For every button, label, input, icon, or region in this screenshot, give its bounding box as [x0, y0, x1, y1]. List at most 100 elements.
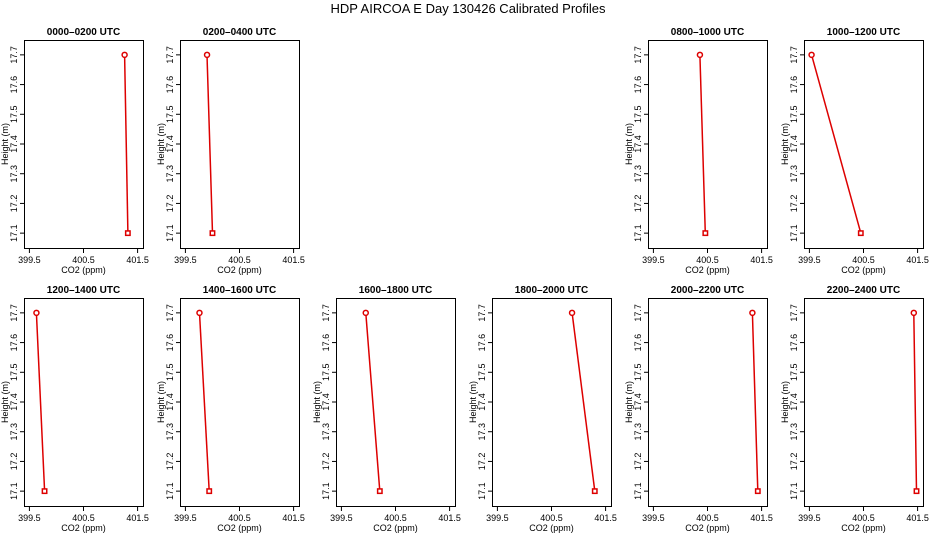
- x-tick-label: 400.5: [696, 255, 719, 265]
- panel-title: 2200–2400 UTC: [827, 285, 900, 296]
- x-tick-label: 399.5: [174, 513, 197, 523]
- x-tick-label: 399.5: [486, 513, 509, 523]
- plot-frame: [180, 298, 300, 507]
- data-point: [857, 230, 864, 237]
- y-tick-label: 17.3: [477, 423, 487, 441]
- x-tick-label: 400.5: [852, 513, 875, 523]
- panel-9: 2200–2400 UTC 399.5 400.5 401.5 17.1 17.2 17.3…: [780, 285, 929, 533]
- y-tick-label: 17.6: [321, 334, 331, 352]
- data-point: [33, 309, 40, 317]
- y-tick-label: 17.3: [633, 423, 643, 441]
- y-axis-label: Height (m): [156, 381, 166, 423]
- panel-6: 1600–1800 UTC 399.5 400.5 401.5 17.1 17.2 17.3…: [312, 285, 461, 533]
- y-tick-label: 17.5: [633, 106, 643, 124]
- y-tick-label: 17.4: [165, 135, 175, 153]
- plot-frame: [24, 298, 144, 507]
- panel-title: 1200–1400 UTC: [47, 285, 120, 296]
- y-tick-label: 17.6: [789, 76, 799, 94]
- x-axis-label: CO2 (ppm): [685, 265, 730, 275]
- x-tick-label: 400.5: [228, 513, 251, 523]
- y-tick-label: 17.1: [633, 482, 643, 500]
- y-tick-label: 17.4: [9, 393, 19, 411]
- panel-8: 2000–2200 UTC 399.5 400.5 401.5 17.1 17.2 17.3…: [624, 285, 773, 533]
- y-tick-label: 17.6: [633, 334, 643, 352]
- profile-line: [810, 54, 862, 234]
- panel-title: 1800–2000 UTC: [515, 285, 588, 296]
- y-tick-label: 17.7: [633, 304, 643, 322]
- y-tick-label: 17.1: [477, 482, 487, 500]
- y-tick-label: 17.2: [789, 195, 799, 213]
- y-tick-label: 17.2: [633, 195, 643, 213]
- x-tick-label: 401.5: [906, 255, 929, 265]
- x-tick-label: 400.5: [540, 513, 563, 523]
- plot-frame: [492, 298, 612, 507]
- panel-3: 1000–1200 UTC 399.5 400.5 401.5 17.1 17.2 17.3…: [780, 27, 929, 275]
- data-point: [376, 488, 383, 495]
- y-tick-label: 17.5: [477, 364, 487, 382]
- data-point: [124, 230, 131, 237]
- x-tick-label: 400.5: [852, 255, 875, 265]
- y-tick-label: 17.1: [9, 224, 19, 242]
- y-tick-label: 17.5: [165, 106, 175, 124]
- data-point: [808, 51, 815, 59]
- y-tick-label: 17.5: [789, 364, 799, 382]
- panel-5: 1400–1600 UTC 399.5 400.5 401.5 17.1 17.2 17.3…: [156, 285, 305, 533]
- y-tick-label: 17.2: [9, 453, 19, 471]
- y-tick-label: 17.6: [165, 334, 175, 352]
- profile-line: [913, 312, 918, 492]
- x-axis-label: CO2 (ppm): [685, 523, 730, 533]
- y-tick-label: 17.3: [321, 423, 331, 441]
- y-tick-label: 17.7: [9, 304, 19, 322]
- x-tick-label: 399.5: [18, 255, 41, 265]
- x-axis-label: CO2 (ppm): [61, 523, 106, 533]
- x-tick-label: 401.5: [282, 513, 305, 523]
- y-axis-label: Height (m): [468, 381, 478, 423]
- y-tick-label: 17.4: [9, 135, 19, 153]
- y-axis-label: Height (m): [780, 123, 790, 165]
- x-tick-label: 399.5: [174, 255, 197, 265]
- data-point: [362, 309, 369, 317]
- x-tick-label: 399.5: [642, 255, 665, 265]
- y-tick-label: 17.7: [789, 46, 799, 64]
- panel-title: 0800–1000 UTC: [671, 27, 744, 38]
- y-tick-label: 17.4: [165, 393, 175, 411]
- profile-line: [365, 312, 381, 492]
- y-tick-label: 17.2: [633, 453, 643, 471]
- y-axis-label: Height (m): [312, 381, 322, 423]
- x-tick-label: 400.5: [696, 513, 719, 523]
- x-tick-label: 401.5: [282, 255, 305, 265]
- y-tick-label: 17.5: [165, 364, 175, 382]
- y-tick-label: 17.5: [633, 364, 643, 382]
- y-tick-label: 17.6: [9, 76, 19, 94]
- y-tick-label: 17.1: [321, 482, 331, 500]
- x-tick-label: 401.5: [750, 255, 773, 265]
- x-axis-label: CO2 (ppm): [61, 265, 106, 275]
- panel-title: 0200–0400 UTC: [203, 27, 276, 38]
- plot-frame: [804, 40, 924, 249]
- y-tick-label: 17.3: [789, 423, 799, 441]
- x-axis-label: CO2 (ppm): [373, 523, 418, 533]
- x-axis-label: CO2 (ppm): [217, 265, 262, 275]
- y-tick-label: 17.7: [321, 304, 331, 322]
- y-tick-label: 17.6: [477, 334, 487, 352]
- profile-line: [35, 312, 46, 492]
- x-tick-label: 401.5: [438, 513, 461, 523]
- x-axis-label: CO2 (ppm): [841, 523, 886, 533]
- y-axis-label: Height (m): [624, 381, 634, 423]
- data-point: [696, 51, 704, 59]
- plot-frame: [648, 40, 768, 249]
- data-point: [121, 51, 128, 59]
- data-point: [206, 488, 213, 495]
- x-axis-label: CO2 (ppm): [529, 523, 574, 533]
- profile-line: [699, 54, 707, 234]
- y-tick-label: 17.1: [789, 482, 799, 500]
- x-tick-label: 400.5: [72, 513, 95, 523]
- data-point: [196, 309, 203, 317]
- y-tick-label: 17.5: [9, 106, 19, 124]
- y-tick-label: 17.6: [165, 76, 175, 94]
- profile-line: [571, 312, 596, 492]
- y-axis-label: Height (m): [624, 123, 634, 165]
- y-tick-label: 17.7: [789, 304, 799, 322]
- y-tick-label: 17.2: [477, 453, 487, 471]
- data-point: [749, 309, 756, 317]
